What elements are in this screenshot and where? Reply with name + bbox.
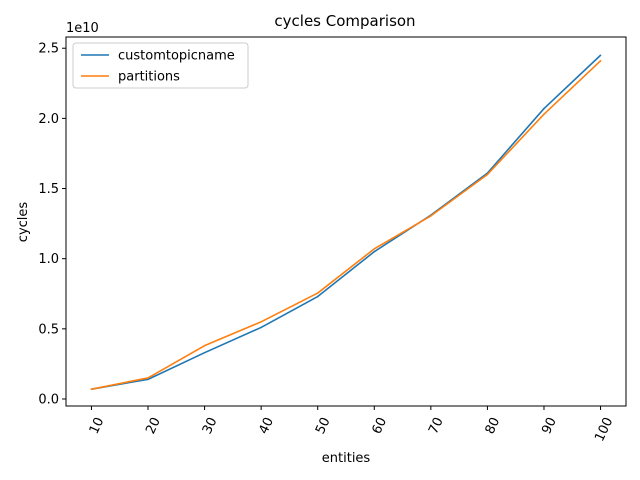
series-point-customtopicname <box>316 295 319 298</box>
y-tick-label: 1.0 <box>38 252 59 267</box>
y-tick-label: 2.0 <box>38 112 59 127</box>
series-point-partitions <box>90 388 93 390</box>
series-point-partitions <box>430 215 432 217</box>
legend: customtopicname partitions <box>72 42 249 89</box>
legend-label: customtopicname <box>118 49 235 64</box>
series-point-partitions <box>599 60 602 62</box>
series-point-partitions <box>486 173 489 176</box>
series-point-partitions <box>203 344 206 347</box>
legend-label: partitions <box>118 70 180 85</box>
series-point-customtopicname <box>203 351 206 354</box>
x-tick-label: 10 <box>87 415 108 436</box>
x-tick-label: 40 <box>256 415 277 436</box>
x-axis-label: entities <box>322 451 371 466</box>
y-offset-text: 1e10 <box>66 21 99 36</box>
series-point-partitions <box>316 292 319 294</box>
series-line-customtopicname <box>91 54 602 390</box>
legend-box <box>72 42 249 89</box>
series-point-customtopicname <box>543 107 545 110</box>
y-axis-label: cycles <box>16 202 31 243</box>
x-tick-label: 30 <box>200 415 221 436</box>
x-tick-label: 20 <box>143 415 164 436</box>
series-point-customtopicname <box>147 378 149 381</box>
series-point-partitions <box>543 113 545 115</box>
series-point-partitions <box>147 377 149 379</box>
axes-frame <box>65 36 627 407</box>
x-tick-label: 60 <box>370 415 391 436</box>
x-tick-label: 90 <box>539 415 560 436</box>
series-point-customtopicname <box>260 326 262 329</box>
x-tick-label: 50 <box>313 415 334 436</box>
series-point-partitions <box>373 248 376 250</box>
y-tick-label: 0.0 <box>38 392 59 407</box>
chart-title: cycles Comparison <box>274 12 415 30</box>
y-tick-label: 1.5 <box>38 182 59 197</box>
x-tick-label: 80 <box>483 415 504 436</box>
x-tick-label: 70 <box>426 415 447 436</box>
series-point-customtopicname <box>373 250 376 253</box>
plot-area: 0.00.51.01.52.02.510 20 30 40 50 60 70 80 90 100 <box>38 36 627 444</box>
series-point-partitions <box>260 321 262 323</box>
series-line-partitions <box>91 60 602 390</box>
y-tick-label: 2.5 <box>38 42 59 57</box>
y-tick-label: 0.5 <box>38 322 59 337</box>
series-point-customtopicname <box>599 54 602 57</box>
